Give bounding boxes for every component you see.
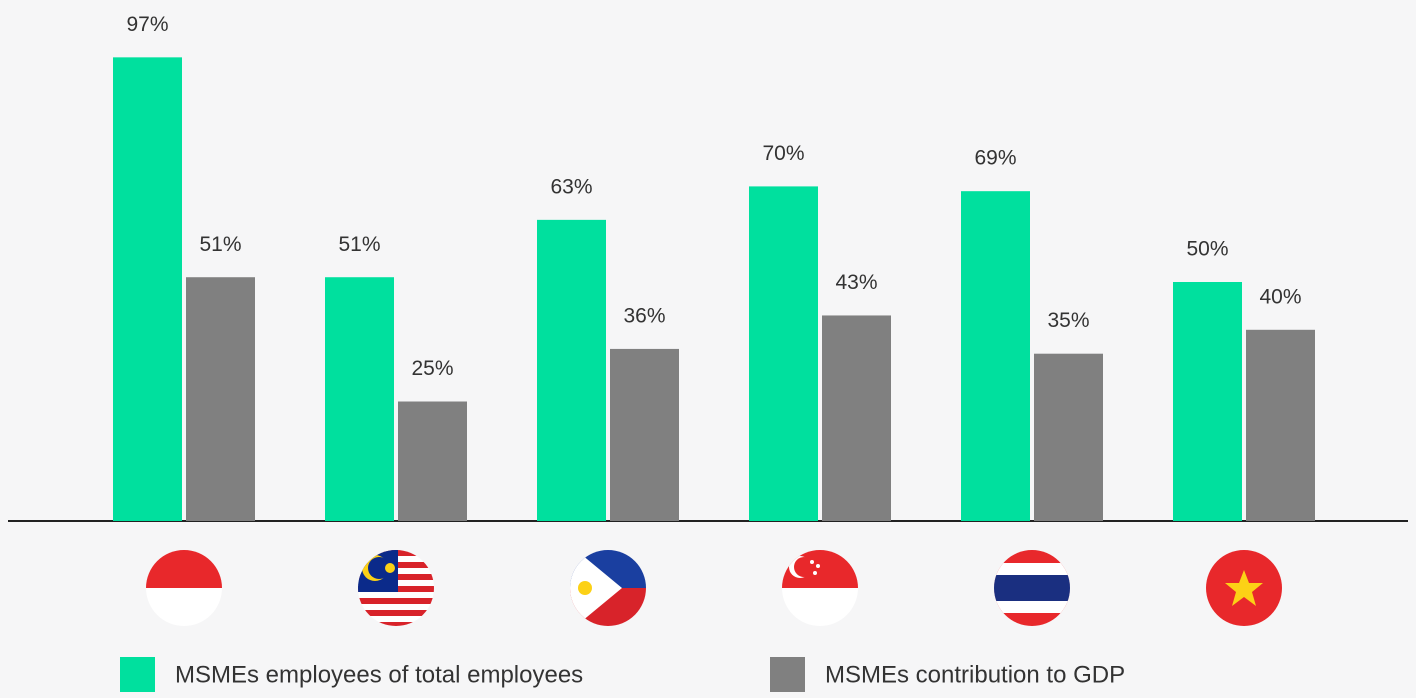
flag-singapore [782,550,858,626]
value-label: 70% [762,142,804,165]
value-label: 63% [550,175,592,198]
flag-indonesia [146,550,222,626]
bar [749,186,818,521]
value-label: 51% [199,233,241,256]
value-label: 40% [1259,285,1301,308]
value-label: 43% [835,271,877,294]
bar [961,191,1030,521]
value-label: 69% [974,147,1016,170]
flag-philippines [570,550,646,626]
value-label: 51% [338,233,380,256]
bar [822,315,891,521]
bar [1246,329,1315,521]
value-label: 97% [126,13,168,36]
legend-label: MSMEs contribution to GDP [825,661,1125,688]
value-label: 36% [623,304,665,327]
bar [113,57,182,522]
bar [398,401,467,521]
bar [610,348,679,521]
flag-thailand [994,550,1070,626]
flag-malaysia [358,550,434,626]
legend-label: MSMEs employees of total employees [175,661,583,688]
bar [186,277,255,521]
legend-swatch [770,657,805,692]
bar [537,219,606,522]
flag-vietnam [1206,550,1282,626]
bar [325,277,394,521]
legend-swatch [120,657,155,692]
bar [1173,282,1242,521]
bar [1034,353,1103,521]
value-label: 35% [1047,309,1089,332]
value-label: 50% [1186,238,1228,261]
value-label: 25% [411,357,453,380]
